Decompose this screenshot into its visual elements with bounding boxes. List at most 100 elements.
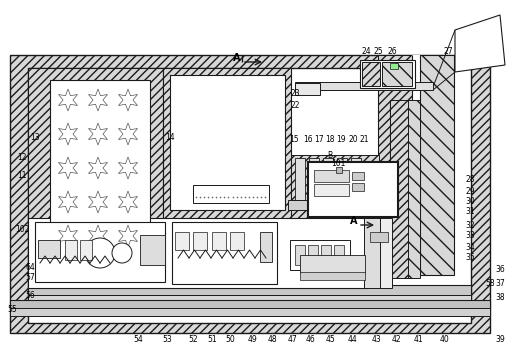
Polygon shape xyxy=(119,225,137,247)
Bar xyxy=(416,55,454,275)
Bar xyxy=(65,240,77,260)
Bar xyxy=(10,300,490,310)
Bar xyxy=(35,222,165,282)
Polygon shape xyxy=(89,123,108,145)
Text: 35: 35 xyxy=(465,253,475,262)
Bar xyxy=(321,245,331,265)
Bar xyxy=(140,235,165,265)
Text: 20: 20 xyxy=(348,135,358,144)
Bar xyxy=(288,200,388,210)
Text: 47: 47 xyxy=(288,335,298,344)
Bar xyxy=(362,62,380,86)
Polygon shape xyxy=(89,89,108,111)
Text: 55: 55 xyxy=(7,306,17,314)
Text: 102: 102 xyxy=(15,225,29,234)
Text: 41: 41 xyxy=(413,335,423,344)
Text: 52: 52 xyxy=(188,335,198,344)
Bar xyxy=(390,63,398,69)
Text: 14: 14 xyxy=(165,132,175,142)
Text: 43: 43 xyxy=(371,335,381,344)
Bar xyxy=(212,232,226,250)
Bar xyxy=(390,100,410,278)
Polygon shape xyxy=(119,191,137,213)
Text: B: B xyxy=(327,151,333,159)
Text: 34: 34 xyxy=(465,244,475,253)
Polygon shape xyxy=(119,89,137,111)
Text: 54: 54 xyxy=(133,335,143,344)
Text: 57: 57 xyxy=(25,273,35,282)
Text: 64: 64 xyxy=(25,264,35,273)
Bar xyxy=(300,255,365,273)
Bar xyxy=(295,83,320,95)
Bar xyxy=(412,55,420,275)
Text: 28: 28 xyxy=(465,175,475,184)
Bar xyxy=(38,240,60,258)
Polygon shape xyxy=(119,157,137,179)
Polygon shape xyxy=(89,157,108,179)
Bar xyxy=(314,184,349,196)
Text: 22: 22 xyxy=(290,101,300,110)
Bar xyxy=(308,245,318,265)
Text: 21: 21 xyxy=(359,135,369,144)
Bar xyxy=(336,167,342,173)
Text: 16: 16 xyxy=(303,135,313,144)
Bar xyxy=(378,55,416,275)
Circle shape xyxy=(112,243,132,263)
Polygon shape xyxy=(119,123,137,145)
Bar xyxy=(291,155,379,220)
Polygon shape xyxy=(89,225,108,247)
Text: 31: 31 xyxy=(465,208,475,216)
Bar xyxy=(300,272,365,280)
Text: 33: 33 xyxy=(465,232,475,241)
Polygon shape xyxy=(59,225,78,247)
Text: 32: 32 xyxy=(465,221,475,231)
Text: 24: 24 xyxy=(361,48,371,57)
Text: 101: 101 xyxy=(331,159,345,167)
Text: 50: 50 xyxy=(225,335,235,344)
Text: 37: 37 xyxy=(495,280,505,289)
Text: 49: 49 xyxy=(247,335,257,344)
Bar xyxy=(337,158,347,203)
Text: 42: 42 xyxy=(391,335,401,344)
Bar xyxy=(193,185,269,203)
Bar xyxy=(408,100,420,278)
Text: 30: 30 xyxy=(465,197,475,207)
Bar xyxy=(360,60,415,88)
Text: 53: 53 xyxy=(162,335,172,344)
Bar xyxy=(28,285,471,297)
Bar xyxy=(28,295,471,303)
Bar xyxy=(380,218,392,288)
Text: 17: 17 xyxy=(314,135,324,144)
Text: 51: 51 xyxy=(207,335,217,344)
Bar xyxy=(10,308,490,316)
Bar xyxy=(352,172,364,180)
Polygon shape xyxy=(59,123,78,145)
Bar xyxy=(170,75,285,210)
Bar xyxy=(295,82,433,90)
Bar xyxy=(370,232,388,242)
Text: A: A xyxy=(233,53,241,63)
Text: 25: 25 xyxy=(373,48,383,57)
Bar xyxy=(50,80,150,258)
Bar xyxy=(10,55,490,333)
Text: 58: 58 xyxy=(485,280,495,289)
Polygon shape xyxy=(455,15,505,72)
Bar xyxy=(314,170,349,182)
Polygon shape xyxy=(59,191,78,213)
Text: 15: 15 xyxy=(289,135,299,144)
Text: 18: 18 xyxy=(325,135,335,144)
Text: 19: 19 xyxy=(336,135,346,144)
Text: 29: 29 xyxy=(465,188,475,196)
Bar xyxy=(193,232,207,250)
Text: 38: 38 xyxy=(495,294,505,302)
Text: 40: 40 xyxy=(439,335,449,344)
Bar xyxy=(175,232,189,250)
Text: 12: 12 xyxy=(17,152,27,162)
Bar xyxy=(28,68,163,268)
Text: 44: 44 xyxy=(348,335,358,344)
Polygon shape xyxy=(59,157,78,179)
Text: 39: 39 xyxy=(495,335,505,344)
Text: 23: 23 xyxy=(290,90,300,98)
Text: 46: 46 xyxy=(306,335,316,344)
Bar xyxy=(80,240,92,260)
